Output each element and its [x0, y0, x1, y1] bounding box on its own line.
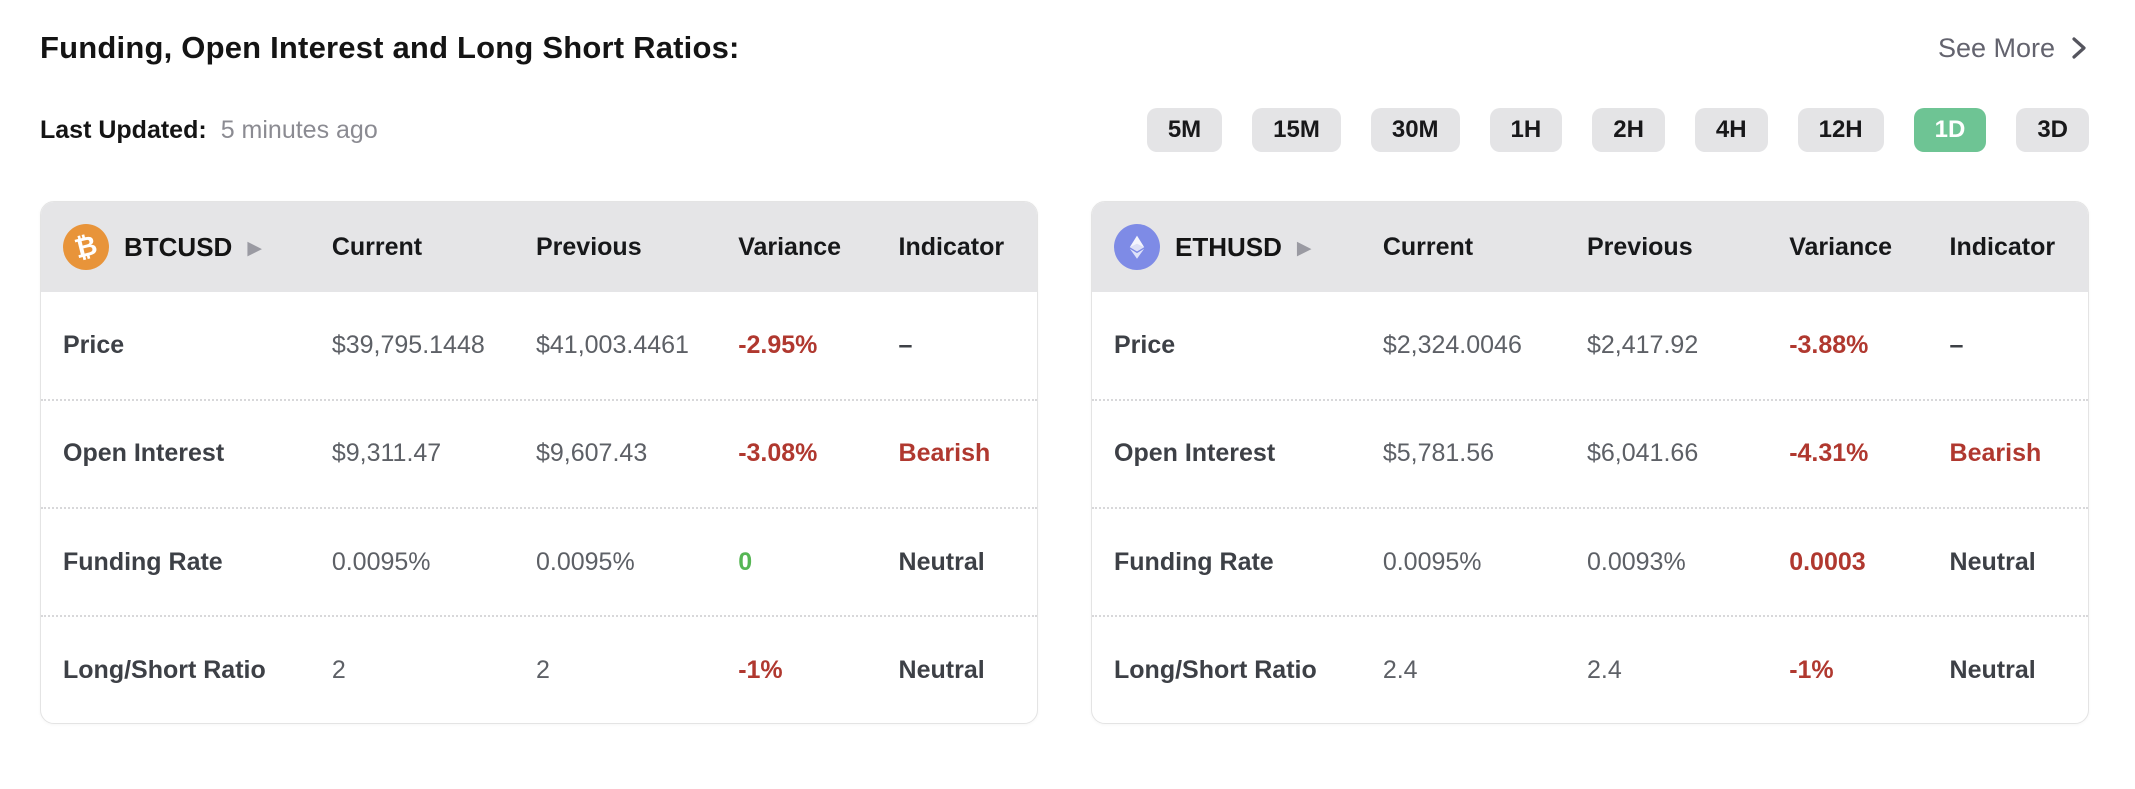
previous-value: 0.0093% [1587, 547, 1686, 576]
current-value: $5,781.56 [1382, 439, 1495, 468]
indicator-value: – [1949, 331, 1964, 360]
previous-value: 2.4 [1587, 655, 1622, 684]
column-header-current: Current [331, 232, 423, 261]
see-more-label: See More [1937, 32, 2055, 63]
ethereum-icon [1114, 224, 1160, 271]
last-updated: Last Updated: 5 minutes ago [40, 116, 378, 145]
row-label: Long/Short Ratio [63, 655, 266, 684]
previous-value: 0.0095% [536, 547, 635, 576]
table-row-funding-rate: Funding Rate 0.0095% 0.0093% 0.0003 Neut… [1092, 509, 2088, 618]
variance-value: -3.88% [1789, 331, 1869, 360]
row-label: Funding Rate [1114, 547, 1274, 576]
table-row-open-interest: Open Interest $9,311.47 $9,607.43 -3.08%… [41, 401, 1037, 509]
indicator-value: Bearish [898, 439, 991, 468]
timeframe-button-1h[interactable]: 1H [1489, 108, 1563, 153]
timeframe-button-3d[interactable]: 3D [2016, 108, 2089, 153]
current-value: 2.4 [1382, 655, 1418, 684]
ethusd-symbol[interactable]: ETHUSD ▶ [1092, 224, 1381, 271]
caret-right-icon: ▶ [247, 237, 262, 259]
current-value: $9,311.47 [331, 439, 442, 468]
btcusd-symbol[interactable]: ₿ BTCUSD ▶ [41, 224, 330, 271]
variance-value: -1% [1789, 655, 1834, 684]
current-value: $39,795.1448 [331, 331, 485, 360]
ethusd-table-header: ETHUSD ▶ Current Previous Variance Indic… [1092, 202, 2088, 293]
indicator-value: Bearish [1949, 439, 2042, 468]
variance-value: -1% [738, 655, 783, 684]
timeframe-button-15m[interactable]: 15M [1252, 108, 1341, 153]
previous-value: $9,607.43 [536, 439, 648, 468]
row-label: Price [1114, 331, 1176, 360]
previous-value: $2,417.92 [1587, 331, 1699, 360]
btcusd-table: ₿ BTCUSD ▶ Current Previous Variance Ind… [40, 201, 1038, 725]
variance-value: -4.31% [1789, 439, 1869, 468]
current-value: $2,324.0046 [1382, 331, 1522, 360]
table-row-price: Price $39,795.1448 $41,003.4461 -2.95% – [41, 292, 1037, 401]
timeframe-button-4h[interactable]: 4H [1694, 108, 1768, 153]
table-row-price: Price $2,324.0046 $2,417.92 -3.88% – [1092, 292, 2088, 401]
symbol-label: BTCUSD [124, 231, 233, 262]
previous-value: $41,003.4461 [536, 331, 689, 360]
caret-right-icon: ▶ [1296, 237, 1312, 259]
table-row-open-interest: Open Interest $5,781.56 $6,041.66 -4.31%… [1092, 401, 2088, 509]
table-row-long-short-ratio: Long/Short Ratio 2.4 2.4 -1% Neutral [1092, 617, 2088, 723]
indicator-value: Neutral [898, 547, 985, 576]
column-header-indicator: Indicator [898, 232, 1005, 261]
variance-value: 0.0003 [1789, 547, 1866, 576]
row-label: Funding Rate [63, 547, 223, 576]
last-updated-label: Last Updated: [40, 115, 207, 144]
indicator-value: Neutral [1949, 655, 2036, 684]
row-label: Open Interest [63, 439, 225, 468]
btcusd-table-header: ₿ BTCUSD ▶ Current Previous Variance Ind… [41, 202, 1037, 293]
table-row-funding-rate: Funding Rate 0.0095% 0.0095% 0 Neutral [41, 509, 1037, 618]
symbol-label: ETHUSD [1175, 231, 1282, 262]
column-header-variance: Variance [738, 232, 842, 261]
timeframe-selector: 5M 15M 30M 1H 2H 4H 12H 1D 3D [1146, 108, 2089, 153]
current-value: 0.0095% [331, 547, 431, 576]
last-updated-value: 5 minutes ago [220, 115, 378, 144]
variance-value: -2.95% [738, 331, 818, 360]
see-more-link[interactable]: See More [1938, 33, 2089, 64]
indicator-value: Neutral [1949, 547, 2036, 576]
variance-value: -3.08% [738, 439, 818, 468]
current-value: 0.0095% [1382, 547, 1482, 576]
column-header-variance: Variance [1789, 232, 1893, 261]
timeframe-button-12h[interactable]: 12H [1797, 108, 1884, 153]
row-label: Long/Short Ratio [1114, 655, 1317, 684]
timeframe-button-2h[interactable]: 2H [1592, 108, 1665, 153]
table-row-long-short-ratio: Long/Short Ratio 2 2 -1% Neutral [41, 617, 1037, 723]
column-header-current: Current [1382, 232, 1474, 261]
bitcoin-icon: ₿ [63, 224, 109, 271]
previous-value: $6,041.66 [1587, 439, 1699, 468]
timeframe-button-1d[interactable]: 1D [1913, 108, 1987, 153]
section-title: Funding, Open Interest and Long Short Ra… [40, 30, 740, 65]
column-header-indicator: Indicator [1949, 232, 2056, 261]
timeframe-button-30m[interactable]: 30M [1370, 108, 1460, 153]
chevron-right-icon [2069, 35, 2089, 61]
row-label: Open Interest [1114, 439, 1276, 468]
column-header-previous: Previous [1587, 232, 1693, 261]
column-header-previous: Previous [536, 232, 642, 261]
indicator-value: Neutral [898, 655, 985, 684]
previous-value: 2 [536, 655, 550, 684]
row-label: Price [63, 331, 125, 360]
timeframe-button-5m[interactable]: 5M [1146, 108, 1223, 153]
variance-value: 0 [738, 547, 753, 576]
ethusd-table: ETHUSD ▶ Current Previous Variance Indic… [1091, 201, 2089, 725]
current-value: 2 [331, 655, 346, 684]
indicator-value: – [898, 331, 913, 360]
